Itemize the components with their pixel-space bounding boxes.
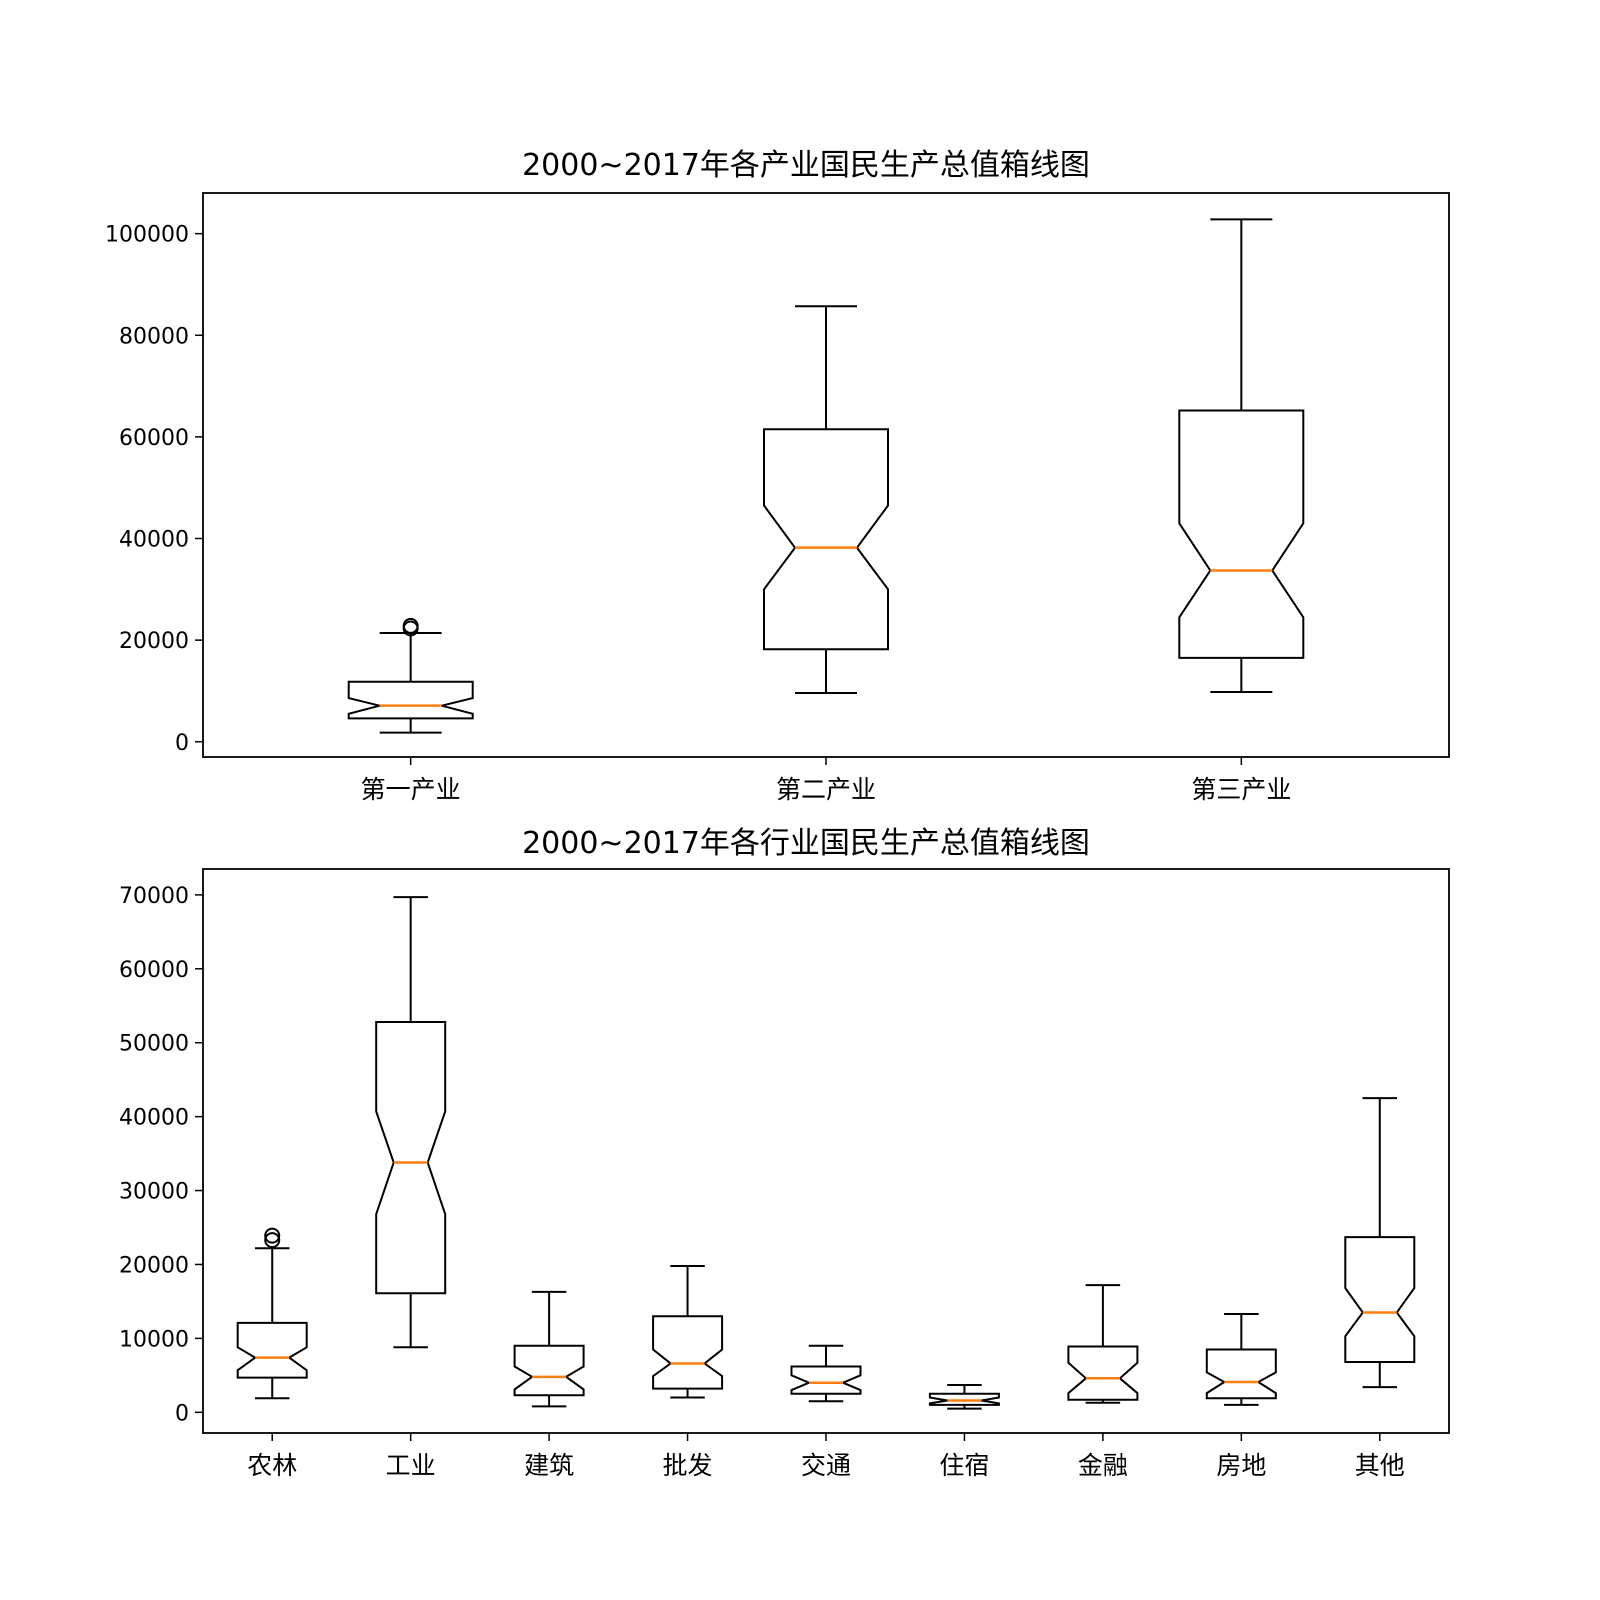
box-4 <box>652 1264 724 1399</box>
y-tick-label: 40000 <box>119 1106 189 1131</box>
notched-box <box>236 1321 308 1379</box>
box-8 <box>1205 1312 1277 1406</box>
x-tick-label: 建筑 <box>524 1451 574 1480</box>
x-tick-label: 交通 <box>801 1451 851 1480</box>
notched-box <box>513 1344 585 1397</box>
y-tick-label: 10000 <box>119 1327 189 1352</box>
box-3 <box>513 1290 585 1408</box>
box-7 <box>1067 1284 1139 1404</box>
y-tick-label: 100000 <box>105 223 189 248</box>
y-tick-label: 0 <box>175 1401 189 1426</box>
notched-box <box>1344 1236 1416 1363</box>
chart-2-title: 2000~2017年各行业国民生产总值箱线图 <box>522 826 1090 861</box>
box-2 <box>375 896 447 1349</box>
flier-point <box>264 1232 281 1249</box>
x-tick-label: 住宿 <box>939 1451 989 1480</box>
y-tick-label: 50000 <box>119 1032 189 1057</box>
notched-box <box>1205 1348 1277 1400</box>
box-1 <box>347 617 474 734</box>
flier-point <box>264 1227 281 1244</box>
x-tick-label: 房地 <box>1216 1451 1266 1480</box>
notched-box <box>763 428 889 651</box>
notched-box <box>1067 1345 1139 1401</box>
box-1 <box>236 1227 308 1400</box>
y-tick-label: 20000 <box>119 629 189 654</box>
y-tick-label: 60000 <box>119 958 189 983</box>
box-3 <box>1178 218 1305 693</box>
y-tick-label: 60000 <box>119 426 189 451</box>
chart-2-plot-area: 0 10000 20000 30000 40000 50000 60000 70000 农林 工业… <box>119 868 1450 1480</box>
notched-box <box>1178 409 1305 659</box>
notched-box <box>375 1021 447 1295</box>
x-tick-label: 农林 <box>247 1451 297 1480</box>
x-tick-label: 工业 <box>386 1451 436 1480</box>
x-tick-label: 其他 <box>1355 1451 1405 1480</box>
y-tick-label: 40000 <box>119 528 189 553</box>
notched-box <box>652 1315 724 1390</box>
x-tick-label: 第二产业 <box>776 775 876 804</box>
box-6 <box>928 1383 1000 1410</box>
y-tick-label: 70000 <box>119 884 189 909</box>
box-5 <box>790 1344 862 1403</box>
box-9 <box>1344 1097 1416 1389</box>
box-2 <box>763 305 889 694</box>
y-tick-label: 0 <box>175 731 189 756</box>
notched-box <box>790 1365 862 1395</box>
y-tick-label: 30000 <box>119 1180 189 1205</box>
chart-1-title: 2000~2017年各产业国民生产总值箱线图 <box>522 148 1090 183</box>
x-tick-label: 第一产业 <box>361 775 461 804</box>
chart-1-plot-area: 0 20000 40000 60000 80000 100000 第一产业 第二产业 第三产业 <box>105 192 1450 804</box>
notched-box <box>347 680 474 720</box>
flier-point <box>402 617 419 634</box>
x-tick-label: 第三产业 <box>1191 775 1291 804</box>
x-tick-label: 批发 <box>663 1451 713 1480</box>
y-tick-label: 20000 <box>119 1253 189 1278</box>
y-tick-label: 80000 <box>119 324 189 349</box>
x-tick-label: 金融 <box>1078 1451 1128 1480</box>
